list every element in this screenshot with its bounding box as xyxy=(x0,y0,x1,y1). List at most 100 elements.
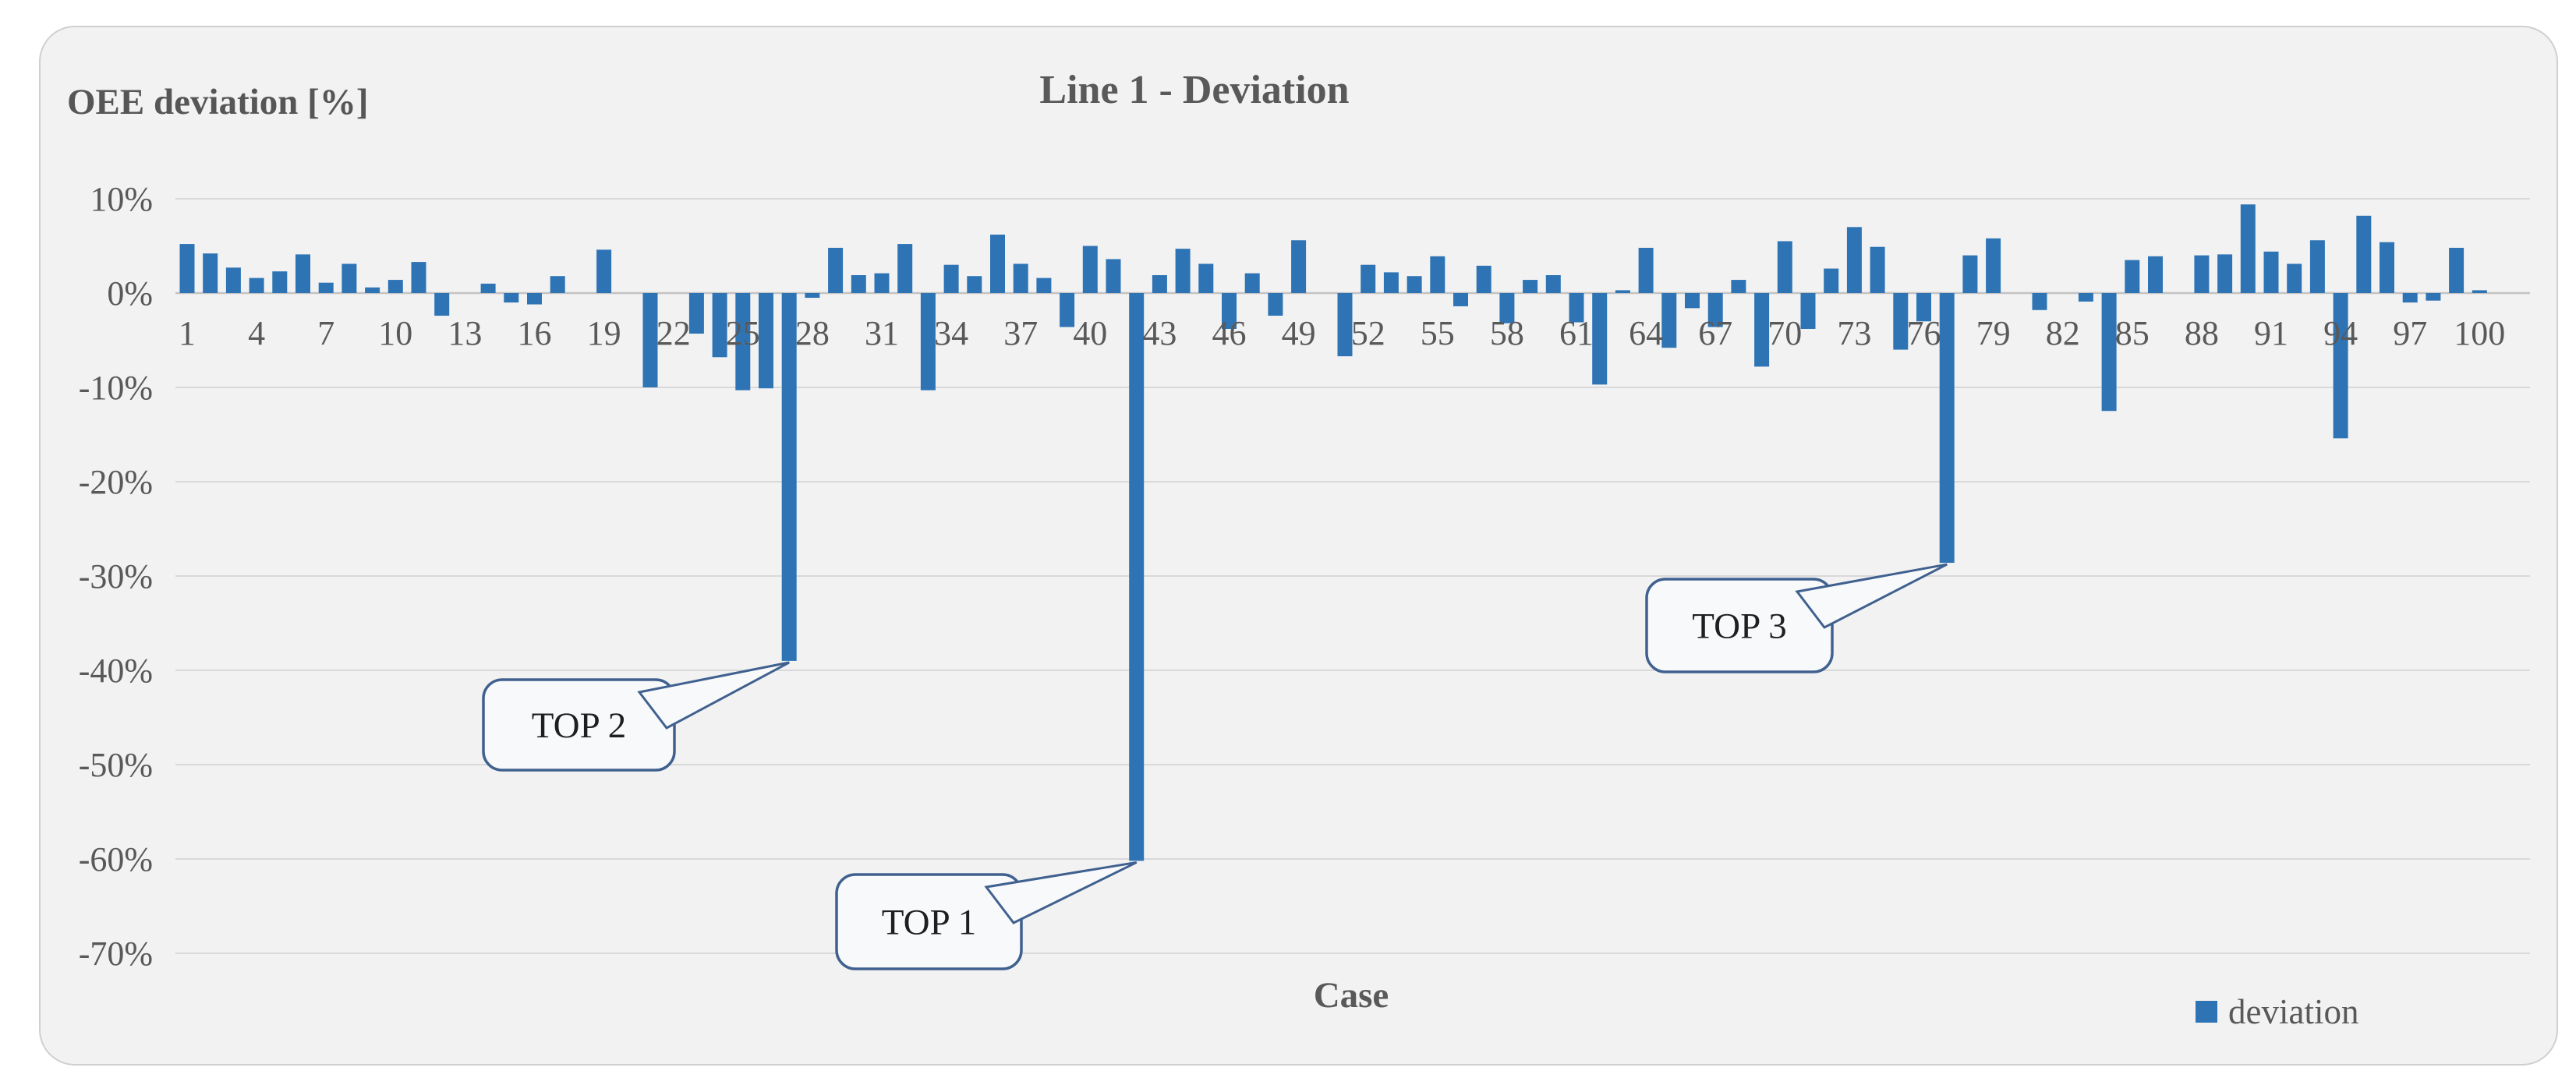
bar-case-72 xyxy=(1824,268,1839,293)
y-axis-title: OEE deviation [%] xyxy=(67,82,369,122)
y-tick-label: -20% xyxy=(79,463,153,501)
x-tick-label: 16 xyxy=(518,314,552,352)
bar-case-23 xyxy=(688,293,704,334)
y-tick-label: -10% xyxy=(79,369,153,407)
bar-case-65 xyxy=(1661,293,1677,348)
x-tick-label: 13 xyxy=(448,314,482,352)
bar-case-78 xyxy=(1962,255,1978,293)
bar-case-45 xyxy=(1198,263,1214,293)
x-tick-label: 25 xyxy=(726,314,760,352)
bar-case-56 xyxy=(1453,293,1468,306)
callout-label: TOP 3 xyxy=(1692,606,1786,647)
bar-case-55 xyxy=(1430,256,1445,293)
x-tick-label: 43 xyxy=(1142,314,1177,352)
bar-case-1 xyxy=(179,244,195,293)
x-tick-label: 88 xyxy=(2185,314,2219,352)
chart-title: Line 1 - Deviation xyxy=(1039,68,1350,112)
x-tick-label: 79 xyxy=(1976,314,2011,352)
bar-case-16 xyxy=(527,293,542,305)
x-axis-title: Case xyxy=(1313,975,1389,1016)
bar-case-31 xyxy=(874,273,890,293)
bar-case-99 xyxy=(2449,247,2465,293)
bar-case-38 xyxy=(1036,277,1052,293)
bar-case-62 xyxy=(1592,293,1608,385)
x-tick-label: 67 xyxy=(1698,314,1732,352)
bar-case-91 xyxy=(2263,251,2279,293)
x-tick-label: 76 xyxy=(1907,314,1941,352)
bar-case-44 xyxy=(1175,249,1191,293)
bar-case-85 xyxy=(2125,260,2140,293)
callout-label: TOP 2 xyxy=(532,705,626,746)
bar-case-30 xyxy=(851,275,866,293)
bar-case-41 xyxy=(1106,259,1121,293)
legend-swatch-deviation xyxy=(2196,1001,2217,1023)
bar-case-95 xyxy=(2356,215,2372,293)
bar-case-35 xyxy=(967,276,982,293)
bar-case-2 xyxy=(203,253,218,293)
bar-case-60 xyxy=(1545,275,1561,293)
bar-case-83 xyxy=(2078,293,2093,302)
bar-case-92 xyxy=(2287,263,2302,293)
bar-case-96 xyxy=(2380,242,2394,293)
bar-case-59 xyxy=(1523,280,1538,293)
bar-case-66 xyxy=(1685,293,1700,309)
x-tick-label: 7 xyxy=(317,314,334,352)
bar-case-28 xyxy=(805,293,820,299)
x-tick-label: 40 xyxy=(1073,314,1107,352)
bar-case-69 xyxy=(1754,293,1770,367)
bar-case-75 xyxy=(1893,293,1909,350)
bar-case-32 xyxy=(897,244,913,293)
bar-case-89 xyxy=(2217,254,2233,293)
y-tick-label: -70% xyxy=(79,935,153,973)
x-tick-label: 100 xyxy=(2454,314,2505,352)
bar-case-93 xyxy=(2309,240,2325,293)
callout-box xyxy=(1645,578,1834,673)
bar-case-39 xyxy=(1060,293,1075,327)
bar-case-54 xyxy=(1407,276,1422,293)
bar-case-100 xyxy=(2472,290,2487,293)
x-tick-label: 94 xyxy=(2323,314,2358,352)
bar-case-64 xyxy=(1638,247,1654,293)
bar-case-40 xyxy=(1082,246,1098,293)
y-tick-label: 0% xyxy=(107,274,153,313)
y-tick-label: -30% xyxy=(79,557,153,596)
bar-case-58 xyxy=(1499,293,1515,323)
bar-case-14 xyxy=(480,283,496,293)
y-tick-label: 10% xyxy=(90,180,153,218)
x-tick-label: 49 xyxy=(1282,314,1316,352)
bar-case-17 xyxy=(550,276,565,293)
bar-case-97 xyxy=(2402,293,2418,303)
x-tick-label: 55 xyxy=(1421,314,1455,352)
bar-case-42 xyxy=(1129,293,1145,861)
bar-case-9 xyxy=(365,287,380,293)
bar-case-37 xyxy=(1013,263,1028,293)
bar-case-49 xyxy=(1291,240,1307,293)
x-tick-label: 34 xyxy=(934,314,968,352)
bar-case-63 xyxy=(1615,290,1630,293)
x-tick-label: 82 xyxy=(2046,314,2080,352)
x-tick-label: 4 xyxy=(248,314,265,352)
bar-case-84 xyxy=(2101,293,2117,412)
y-tick-label: -60% xyxy=(79,840,153,878)
bar-case-25 xyxy=(735,293,751,391)
bar-case-98 xyxy=(2426,293,2441,301)
bar-case-61 xyxy=(1569,293,1584,323)
bar-case-86 xyxy=(2148,256,2163,293)
y-tick-label: -50% xyxy=(79,746,153,784)
bar-case-46 xyxy=(1222,293,1237,329)
x-tick-label: 19 xyxy=(587,314,621,352)
bar-case-67 xyxy=(1707,293,1723,327)
bar-case-11 xyxy=(411,262,426,293)
x-tick-label: 22 xyxy=(656,314,691,352)
bar-case-90 xyxy=(2240,204,2256,293)
bar-case-8 xyxy=(341,263,357,293)
x-tick-label: 31 xyxy=(865,314,899,352)
y-tick-label: -40% xyxy=(79,652,153,690)
callout-pointer xyxy=(1795,563,1948,629)
bar-case-34 xyxy=(943,264,959,293)
bar-case-71 xyxy=(1800,293,1816,329)
bar-case-15 xyxy=(504,293,519,303)
callout-box xyxy=(835,873,1023,970)
